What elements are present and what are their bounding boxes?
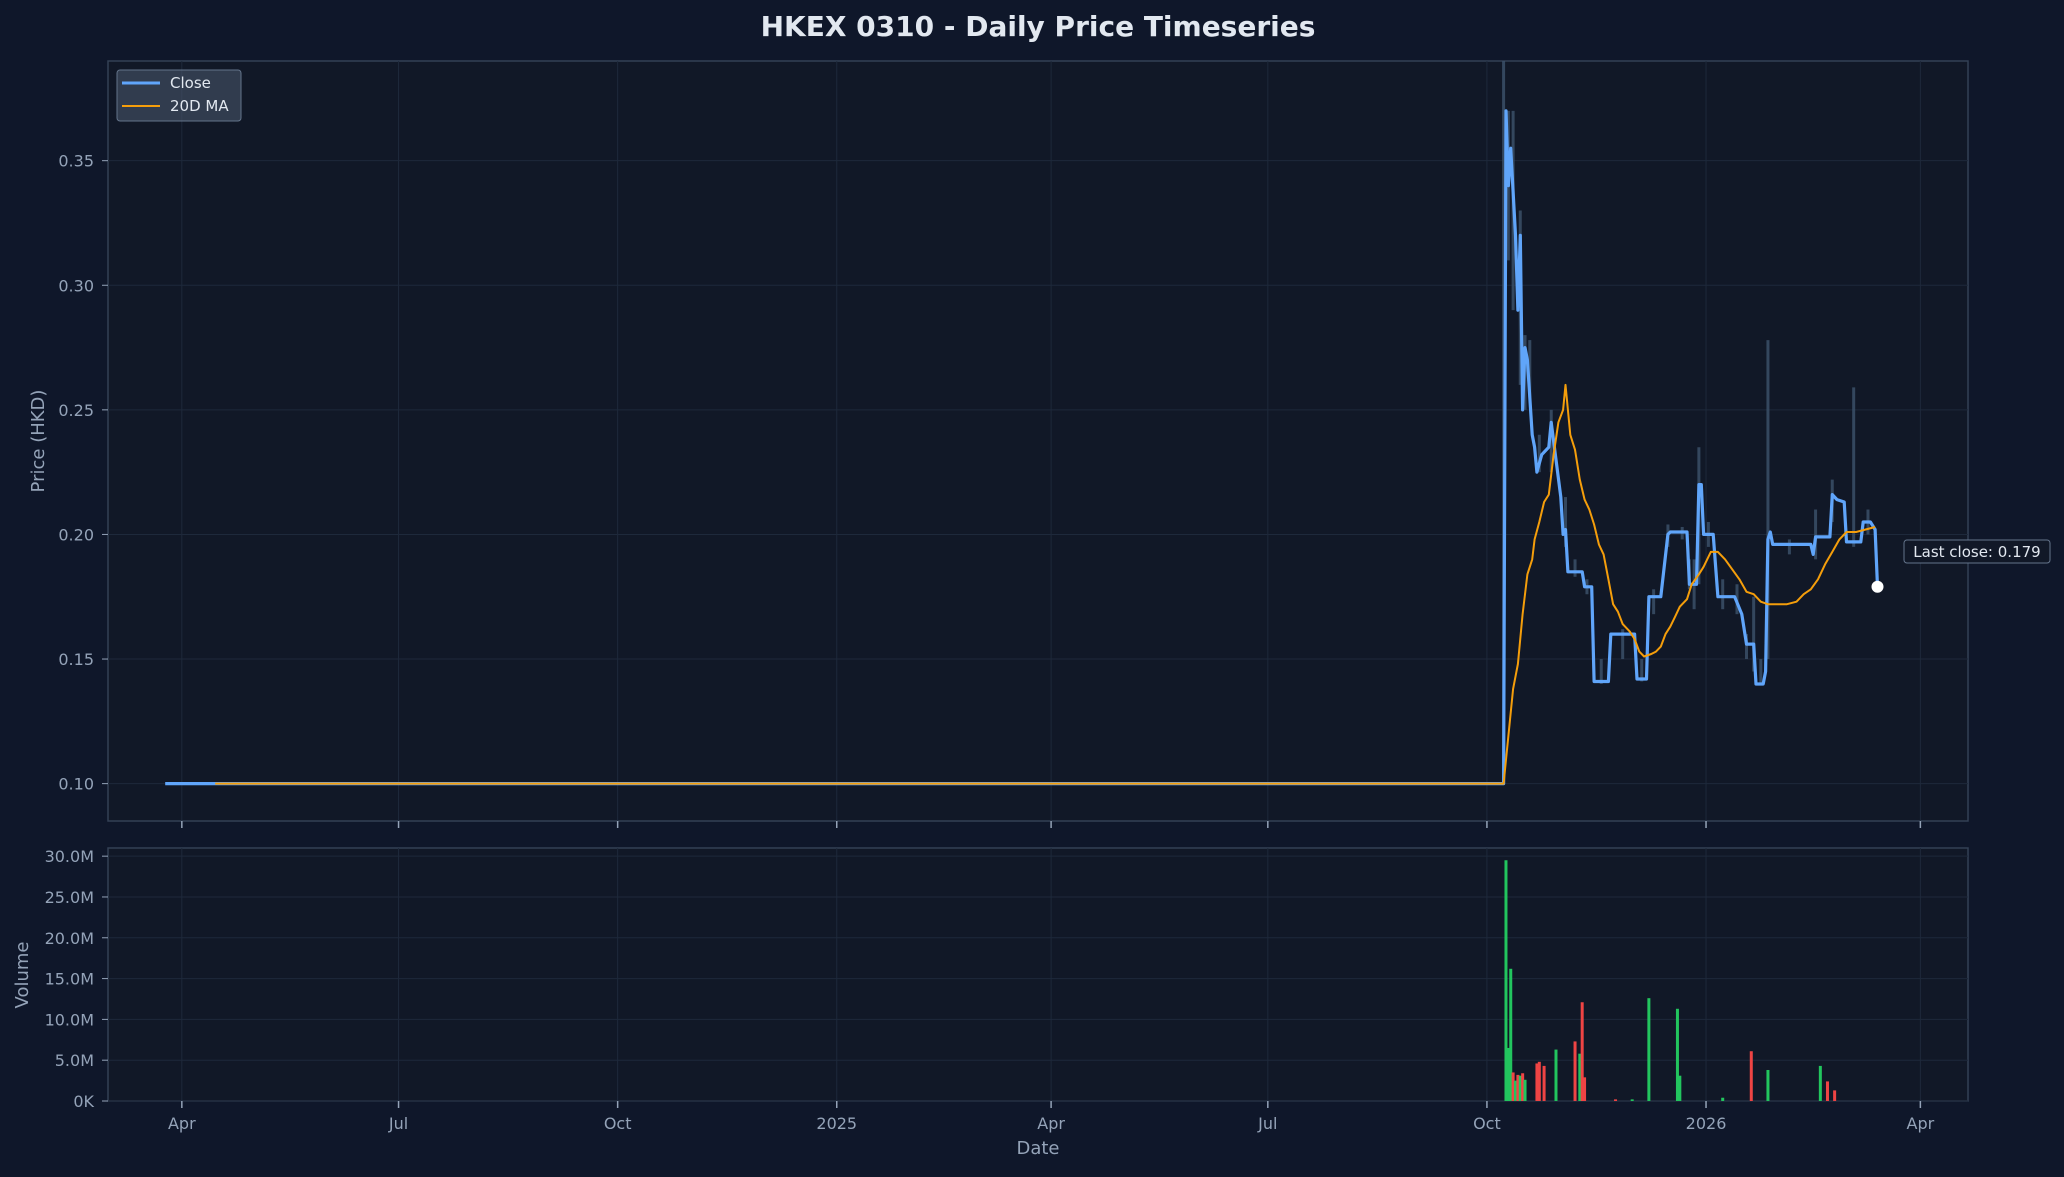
- x-tick-label: Jul: [1257, 1114, 1277, 1133]
- x-tick-label: Jul: [388, 1114, 408, 1133]
- price-y-tick-label: 0.30: [58, 276, 94, 295]
- volume-bar: [1537, 1061, 1541, 1101]
- last-close-label-box: [1903, 539, 2051, 564]
- volume-bar: [1833, 1090, 1837, 1101]
- volume-bars: [1504, 860, 1837, 1101]
- volume-bar: [1506, 1047, 1510, 1101]
- moving-average-line: [215, 383, 1876, 785]
- volume-bar: [1580, 1002, 1584, 1101]
- x-tick-label: Oct: [1473, 1114, 1501, 1133]
- volume-bar: [1509, 968, 1513, 1101]
- volume-x-axis: Apr Jul Oct 2025 Apr Jul Oct 2026 Apr: [168, 1101, 1935, 1133]
- legend-label-close: Close: [170, 74, 211, 92]
- last-close-annotation: Last close: 0.179: [1871, 539, 2051, 593]
- price-x-axis-ticks: [181, 821, 1922, 828]
- volume-bar: [1535, 1063, 1539, 1101]
- x-tick-label: Apr: [168, 1114, 196, 1133]
- volume-bar: [1766, 1069, 1770, 1101]
- legend[interactable]: Close 20D MA: [116, 69, 242, 122]
- volume-bar: [1675, 1008, 1679, 1101]
- price-y-axis: 0.10 0.15 0.20 0.25 0.30 0.35: [58, 152, 108, 794]
- price-y-tick-label: 0.25: [58, 401, 94, 420]
- price-y-tick-label: 0.20: [58, 525, 94, 544]
- x-tick-label: 2025: [816, 1114, 857, 1133]
- volume-bar: [1721, 1097, 1725, 1101]
- volume-y-axis-label: Volume: [12, 942, 33, 1009]
- price-plot-area: [107, 60, 1969, 822]
- volume-bar: [1583, 1077, 1587, 1101]
- x-axis-label: Date: [1016, 1138, 1059, 1159]
- close-price-line: [165, 109, 1880, 786]
- x-tick-label: Oct: [604, 1114, 632, 1133]
- legend-label-ma: 20D MA: [170, 97, 229, 115]
- volume-bar: [1678, 1075, 1682, 1101]
- volume-bar: [1614, 1099, 1618, 1101]
- volume-bar: [1825, 1081, 1829, 1101]
- price-y-axis-label: Price (HKD): [28, 390, 49, 493]
- volume-bar: [1518, 1075, 1522, 1101]
- volume-y-tick-label: 0K: [73, 1092, 94, 1111]
- volume-y-tick-label: 15.0M: [45, 970, 94, 989]
- volume-gridlines: [108, 848, 1968, 1102]
- volume-bar: [1521, 1073, 1525, 1101]
- volume-bar: [1542, 1065, 1546, 1101]
- volume-bar: [1554, 1049, 1558, 1101]
- volume-bar: [1523, 1079, 1527, 1101]
- volume-y-tick-label: 25.0M: [45, 888, 94, 907]
- price-y-tick-label: 0.35: [58, 152, 94, 171]
- x-tick-label: Apr: [1037, 1114, 1065, 1133]
- chart-title: HKEX 0310 - Daily Price Timeseries: [761, 10, 1316, 43]
- volume-y-tick-label: 10.0M: [45, 1010, 94, 1029]
- volume-bar: [1504, 860, 1508, 1101]
- volume-bar: [1514, 1080, 1518, 1101]
- price-y-tick-label: 0.10: [58, 775, 94, 794]
- volume-bar: [1578, 1053, 1582, 1101]
- volume-bar: [1511, 1072, 1515, 1101]
- volume-bar: [1749, 1051, 1753, 1101]
- volume-plot-area: [107, 847, 1969, 1102]
- last-close-marker: [1871, 580, 1884, 593]
- price-y-tick-label: 0.15: [58, 650, 94, 669]
- volume-y-tick-label: 5.0M: [55, 1051, 94, 1070]
- volume-bar: [1516, 1074, 1520, 1101]
- volume-bar: [1573, 1041, 1577, 1101]
- volume-y-axis: 0K 5.0M 10.0M 15.0M 20.0M 25.0M 30.0M: [45, 847, 108, 1111]
- volume-y-tick-label: 30.0M: [45, 847, 94, 866]
- last-close-label: Last close: 0.179: [1913, 543, 2040, 561]
- price-gridlines: [108, 61, 1968, 821]
- price-series: [165, 109, 1880, 786]
- volume-bar: [1630, 1099, 1634, 1101]
- x-tick-label: Apr: [1907, 1114, 1935, 1133]
- volume-bar: [1647, 998, 1651, 1101]
- x-tick-label: 2026: [1686, 1114, 1727, 1133]
- volume-bar: [1818, 1065, 1822, 1101]
- volume-y-tick-label: 20.0M: [45, 929, 94, 948]
